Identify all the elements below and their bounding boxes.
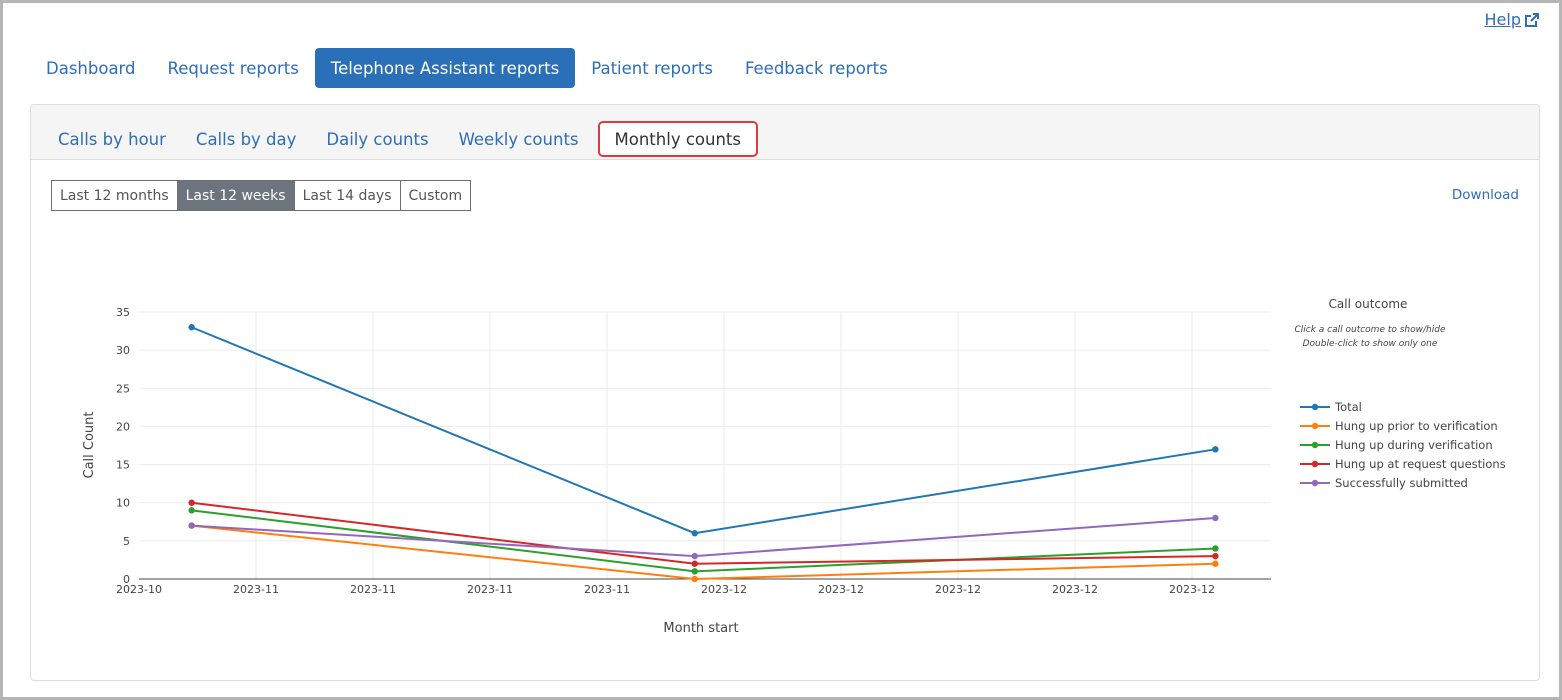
subtab-calls-by-day[interactable]: Calls by day xyxy=(195,129,297,149)
y-tick-label: 30 xyxy=(116,344,130,357)
report-panel: Calls by hour Calls by day Daily counts … xyxy=(30,104,1540,681)
y-tick-label: 15 xyxy=(116,459,130,472)
range-last-12-months-button[interactable]: Last 12 months xyxy=(52,181,178,210)
series-line xyxy=(191,516,1216,558)
legend-swatch-point xyxy=(1311,422,1319,430)
x-tick-label: 2023-10 xyxy=(116,583,162,596)
data-point xyxy=(691,575,698,583)
data-point xyxy=(691,530,698,537)
subtab-weekly-counts[interactable]: Weekly counts xyxy=(458,129,579,149)
legend-item[interactable]: Hung up at request questions xyxy=(1300,457,1506,471)
legend-swatch-point xyxy=(1311,441,1319,449)
legend-item[interactable]: Successfully submitted xyxy=(1300,476,1468,490)
series-0 xyxy=(188,324,1219,537)
x-tick-label: 2023-12 xyxy=(701,583,747,596)
range-last-14-days-button[interactable]: Last 14 days xyxy=(294,181,401,210)
legend-item[interactable]: Hung up prior to verification xyxy=(1300,419,1498,433)
chart-legend: Call outcome Click a call outcome to sho… xyxy=(1294,297,1505,490)
x-tick-label: 2023-12 xyxy=(1169,583,1215,596)
subtab-daily-counts[interactable]: Daily counts xyxy=(326,129,429,149)
main-tabs: Dashboard Request reports Telephone Assi… xyxy=(30,48,904,88)
help-label: Help xyxy=(1484,10,1521,29)
y-tick-label: 20 xyxy=(116,420,130,433)
data-point xyxy=(188,522,195,529)
legend-label: Hung up during verification xyxy=(1335,438,1493,452)
tab-request-reports[interactable]: Request reports xyxy=(167,58,299,78)
legend-hint-1: Click a call outcome to show/hide xyxy=(1294,325,1445,335)
legend-item[interactable]: Total xyxy=(1300,400,1362,414)
subtab-monthly-counts[interactable]: Monthly counts xyxy=(597,121,758,157)
external-link-icon xyxy=(1525,12,1539,27)
y-tick-label: 25 xyxy=(116,382,130,395)
download-link[interactable]: Download xyxy=(1451,187,1519,203)
legend-label: Hung up at request questions xyxy=(1335,457,1506,471)
data-point xyxy=(188,507,195,514)
legend-label: Total xyxy=(1334,400,1362,414)
legend-label: Hung up prior to verification xyxy=(1335,419,1498,433)
x-tick-label: 2023-11 xyxy=(350,583,396,596)
x-tick-label: 2023-11 xyxy=(584,583,630,596)
help-link[interactable]: Help xyxy=(1485,10,1540,29)
x-tick-label: 2023-12 xyxy=(935,583,981,596)
y-tick-label: 35 xyxy=(116,306,130,319)
legend-swatch-point xyxy=(1311,479,1319,487)
x-tick-label: 2023-12 xyxy=(818,583,864,596)
tab-dashboard[interactable]: Dashboard xyxy=(46,58,136,78)
data-point xyxy=(1212,514,1219,522)
data-point xyxy=(691,568,698,575)
x-tick-label: 2023-11 xyxy=(233,583,279,596)
series-1 xyxy=(188,522,1219,583)
series-2 xyxy=(188,507,1219,575)
data-point xyxy=(691,560,698,567)
x-tick-label: 2023-12 xyxy=(1052,583,1098,596)
x-tick-label: 2023-11 xyxy=(467,583,513,596)
data-point xyxy=(1212,446,1219,453)
tab-telephone-assistant-reports[interactable]: Telephone Assistant reports xyxy=(314,48,576,88)
x-axis-title: Month start xyxy=(663,621,738,636)
legend-label: Successfully submitted xyxy=(1335,476,1468,490)
data-point xyxy=(691,552,698,560)
tab-feedback-reports[interactable]: Feedback reports xyxy=(744,58,888,78)
y-axis-title: Call Count xyxy=(82,411,97,478)
legend-hint-2: Double-click to show only one xyxy=(1303,339,1438,349)
legend-swatch-point xyxy=(1311,460,1319,468)
sub-tabs: Calls by hour Calls by day Daily counts … xyxy=(43,121,758,157)
data-point xyxy=(1212,552,1219,560)
data-point xyxy=(188,324,195,331)
data-point xyxy=(1212,545,1219,552)
data-point xyxy=(1212,560,1219,567)
y-tick-label: 10 xyxy=(116,497,130,510)
series-3 xyxy=(188,499,1219,567)
y-tick-label: 5 xyxy=(123,535,130,548)
subtab-calls-by-hour[interactable]: Calls by hour xyxy=(58,129,166,149)
y-tick-label: 0 xyxy=(123,573,130,586)
legend-swatch-point xyxy=(1311,403,1319,411)
range-last-12-weeks-button[interactable]: Last 12 weeks xyxy=(177,181,295,210)
chart-axes: 0 5 10 15 20 25 30 35 2023-10 2023-11 2023-11 2023-… xyxy=(116,306,1271,596)
range-custom-button[interactable]: Custom xyxy=(400,181,471,210)
legend-title: Call outcome xyxy=(1329,297,1408,311)
chart-series xyxy=(188,324,1219,583)
legend-item[interactable]: Hung up during verification xyxy=(1300,438,1493,452)
data-point xyxy=(188,499,195,506)
series-4 xyxy=(188,514,1219,560)
tab-patient-reports[interactable]: Patient reports xyxy=(591,58,713,78)
subtabs-bar: Calls by hour Calls by day Daily counts … xyxy=(31,105,1539,160)
range-button-group: Last 12 months Last 12 weeks Last 14 day… xyxy=(51,180,472,211)
